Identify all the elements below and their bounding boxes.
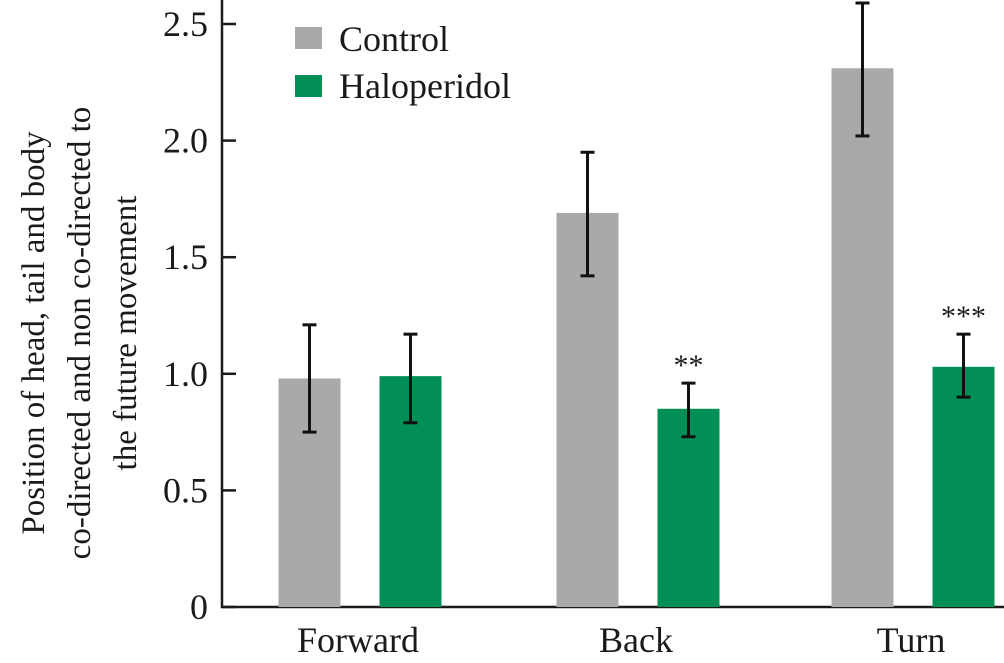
category-labels: Forward Back Turn — [297, 620, 945, 660]
y-axis-label-line-3: the future movement — [108, 196, 144, 471]
x-tick-label-forward: Forward — [297, 620, 419, 660]
x-tick-label-turn: Turn — [877, 620, 946, 660]
x-tick-label-back: Back — [599, 620, 673, 660]
significance-markers: ***** — [674, 300, 987, 382]
error-bar-control-turn — [855, 1, 870, 138]
error-bar-haloperidol-back — [681, 381, 696, 439]
significance-haloperidol-turn: *** — [941, 300, 986, 333]
legend-swatch-control — [295, 27, 322, 49]
bar-control-back — [556, 212, 619, 607]
y-tick-label: 1.0 — [163, 354, 208, 394]
legend-swatch-haloperidol — [295, 75, 322, 97]
error-bar-haloperidol-turn — [956, 332, 971, 399]
error-bar-haloperidol-forward — [403, 332, 418, 425]
significance-haloperidol-back: ** — [674, 349, 704, 382]
legend-label-control: Control — [339, 19, 449, 59]
bar-haloperidol-turn — [932, 366, 995, 607]
y-tick-label: 2.0 — [163, 121, 208, 161]
y-tick-label: 1.5 — [163, 237, 208, 277]
bars — [278, 68, 995, 608]
y-axis-label: Position of head, tail and body co-direc… — [16, 107, 144, 560]
y-ticks: 0 0.5 1.0 1.5 2.0 2.5 — [163, 4, 236, 627]
y-tick-label: 0 — [190, 587, 208, 627]
y-axis-label-line-1: Position of head, tail and body — [16, 131, 52, 535]
bar-control-turn — [831, 68, 894, 608]
legend-label-haloperidol: Haloperidol — [339, 66, 511, 106]
legend: Control Haloperidol — [295, 19, 511, 106]
y-tick-label: 0.5 — [163, 470, 208, 510]
error-bar-control-back — [580, 150, 595, 278]
error-bar-control-forward — [302, 323, 317, 434]
bar-haloperidol-back — [657, 408, 720, 607]
y-axis-label-line-2: co-directed and non co-directed to — [62, 107, 98, 560]
y-tick-label: 2.5 — [163, 4, 208, 44]
error-bars — [302, 1, 971, 439]
